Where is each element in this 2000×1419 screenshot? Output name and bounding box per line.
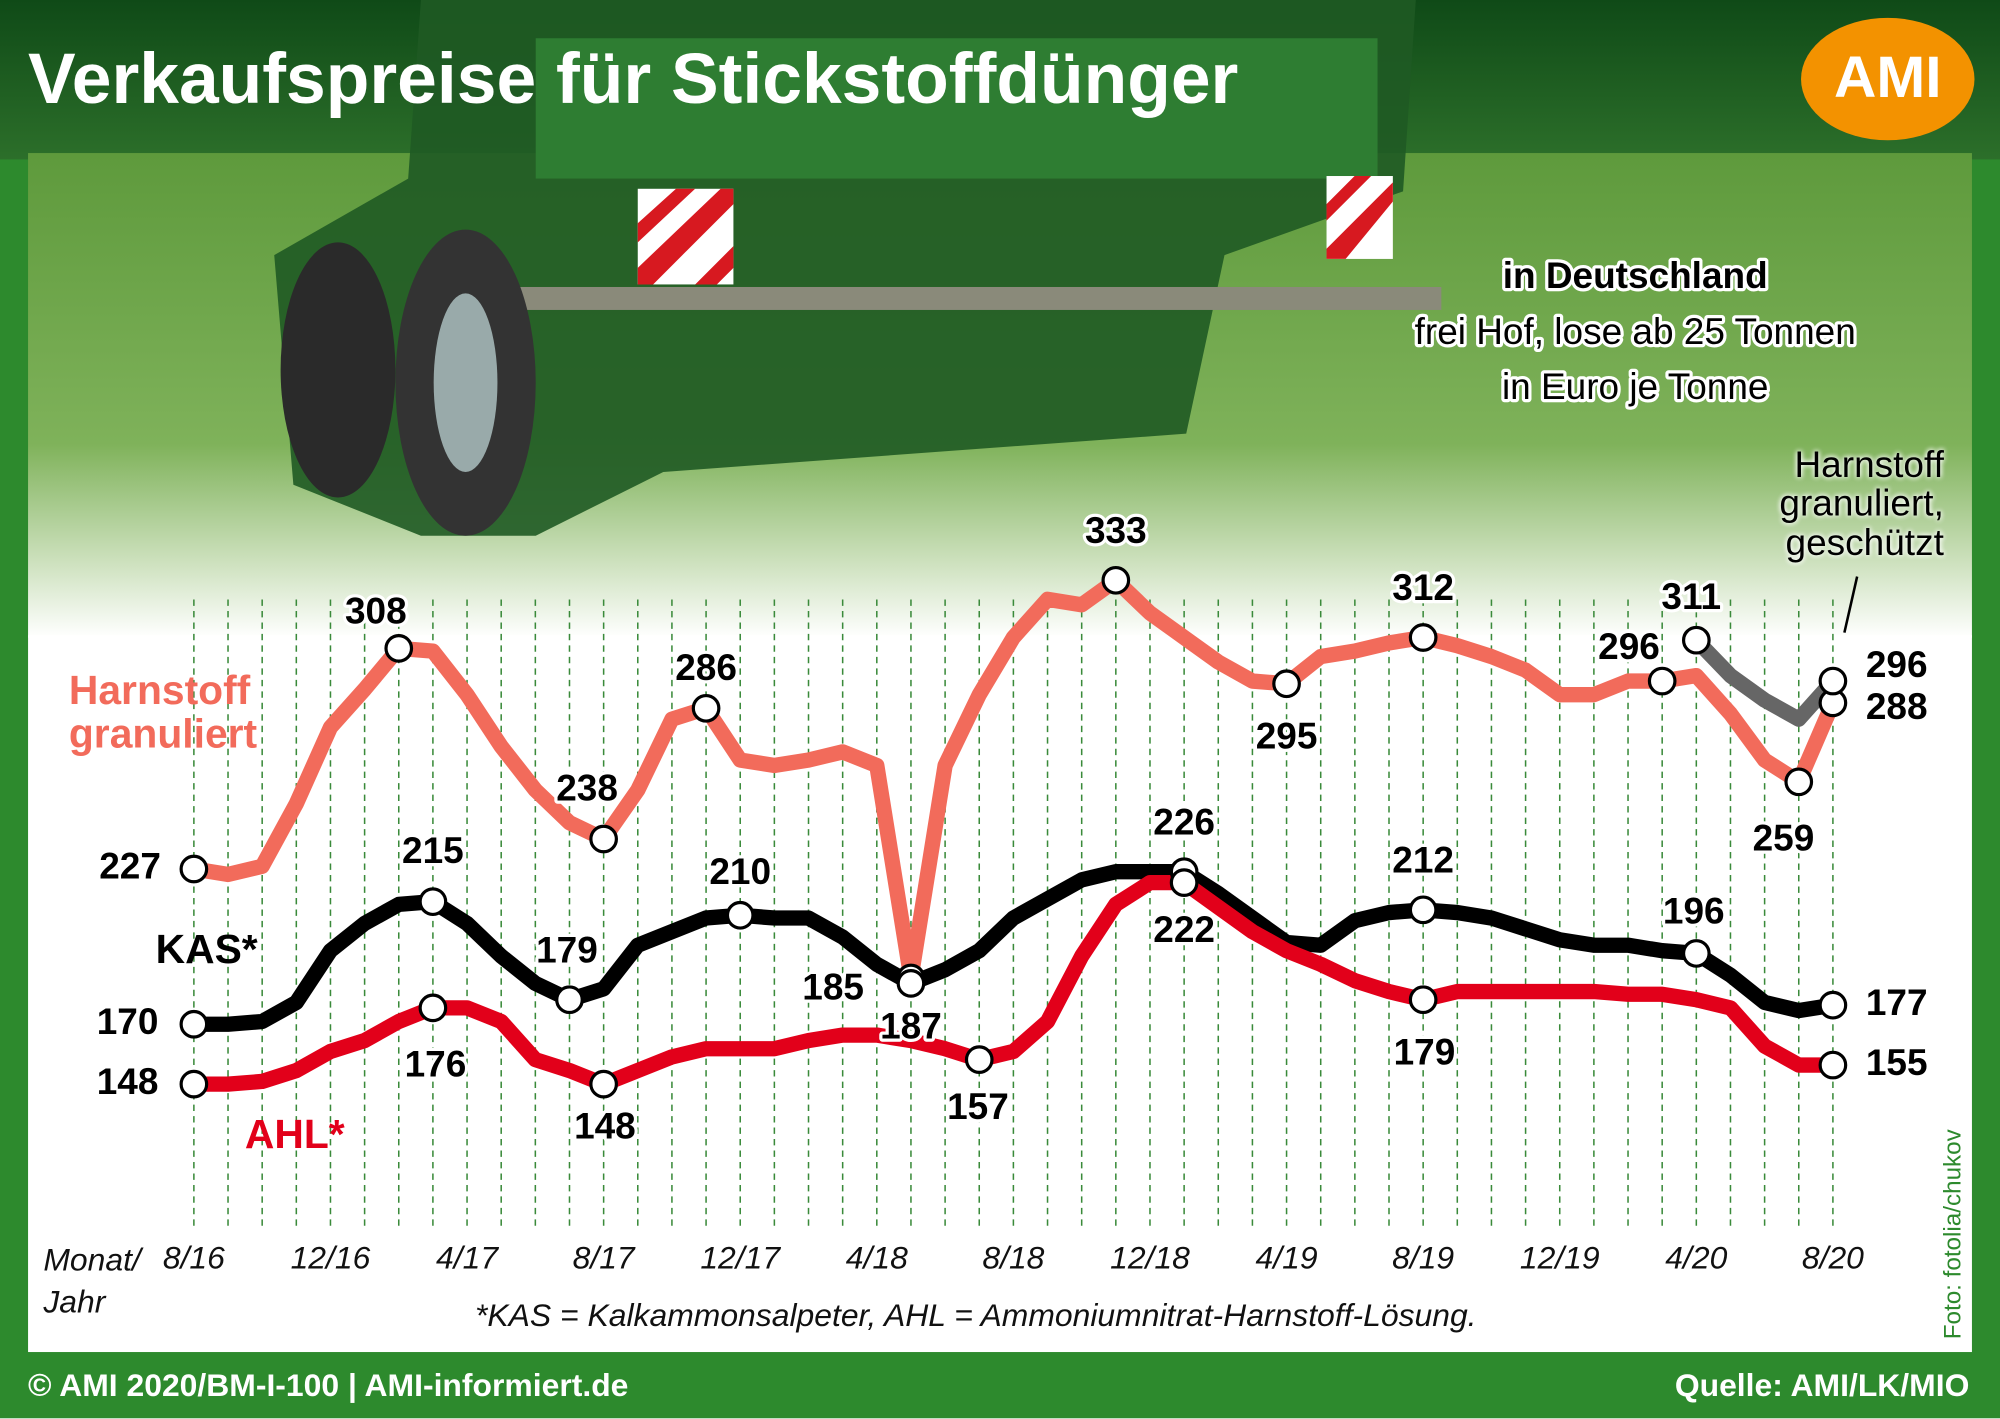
footnote: *KAS = Kalkammonsalpeter, AHL = Ammonium… [475,1297,1477,1333]
data-point [1784,767,1814,797]
x-tick-label: 8/20 [1802,1240,1864,1276]
leader-line [1843,576,1859,633]
data-point [1169,868,1199,897]
data-point [1681,625,1711,655]
data-label: 148 [97,1061,159,1102]
data-label: 288 [1866,686,1928,727]
photo-credit: Foto: fotolia/chukov [1939,1128,1966,1339]
data-point [964,1045,994,1074]
copyright: © AMI 2020/BM-I-100 | AMI-informiert.de [28,1367,628,1403]
subtitle: in Euro je Tonne [1502,366,1769,407]
x-tick-label: 8/18 [982,1240,1044,1276]
data-label: 311 [1661,576,1721,617]
data-label: 177 [1866,982,1928,1023]
series-label: Harnstoff granuliert, geschützt [1779,445,1944,564]
series-label: AHL* [244,1110,345,1157]
data-point [418,993,448,1023]
x-tick-label: 12/17 [700,1240,781,1276]
data-label: 259 [1753,817,1815,858]
data-point [179,854,209,884]
data-point [1818,1050,1848,1080]
data-point [589,1069,618,1099]
data-point [1272,669,1301,699]
data-point [896,969,926,998]
data-label: 176 [405,1043,467,1084]
data-point [589,824,618,854]
data-label: 215 [402,830,464,871]
data-label: 222 [1153,909,1215,950]
data-label: 196 [1663,891,1725,932]
x-tick-label: 8/16 [163,1240,225,1276]
data-label: 179 [1394,1031,1456,1072]
data-label: 179 [536,929,598,970]
x-tick-label: 12/18 [1110,1240,1190,1276]
source: Quelle: AMI/LK/MIO [1675,1367,1970,1403]
data-label: 187 [880,1006,942,1047]
x-tick-label: 4/19 [1256,1240,1318,1276]
data-label: 227 [99,846,161,887]
series-line [1688,632,1841,727]
series-label: KAS* [155,926,258,972]
data-label: 333 [1085,510,1147,551]
series-line [186,864,1841,1032]
data-point [384,634,414,663]
data-label: 157 [947,1086,1009,1127]
data-label: 170 [97,1001,159,1042]
data-label: 148 [574,1106,636,1147]
x-tick-label: 8/17 [573,1240,636,1276]
data-point [555,985,584,1015]
data-point [1408,895,1438,925]
data-point [179,1009,209,1039]
data-point [1818,666,1848,696]
logo: AMI [1834,45,1942,110]
x-tick-label: 4/17 [436,1240,499,1276]
data-point [1408,985,1438,1015]
logo-background [1801,17,1975,141]
data-point [418,887,448,917]
data-label: 212 [1392,839,1454,880]
x-tick-label: 12/16 [291,1240,371,1276]
series-label: Harnstoff granuliert [68,667,258,756]
data-label: 312 [1392,567,1454,608]
data-point [691,693,721,723]
data-label: 308 [345,591,407,632]
data-label: 226 [1153,801,1215,842]
x-tick-label: 4/18 [846,1240,908,1276]
data-point [1681,939,1711,968]
data-label: 296 [1598,626,1660,667]
subtitle: frei Hof, lose ab 25 Tonnen [1415,311,1856,352]
data-point [1647,666,1677,696]
data-label: 185 [802,967,864,1008]
series-line [186,572,1841,986]
data-point [179,1069,209,1099]
data-point [1818,990,1848,1020]
x-tick-label: 12/19 [1520,1240,1600,1276]
data-label: 238 [556,767,618,808]
spreader-illustration [274,0,1442,536]
data-label: 155 [1866,1042,1928,1083]
data-label: 210 [709,851,771,892]
subtitle: in Deutschland [1503,255,1768,296]
x-tick-label: 4/20 [1665,1240,1727,1276]
data-point [1408,623,1438,652]
chart-title: Verkaufspreise für Stickstoffdünger [28,39,1238,119]
series-line [186,874,1841,1092]
data-label: 295 [1256,715,1318,756]
x-tick-label: 8/19 [1392,1240,1454,1276]
data-point [725,900,755,930]
x-axis-label: Monat/ Jahr [43,1242,141,1320]
data-label: 286 [675,647,737,688]
data-point [1101,565,1131,595]
data-label: 296 [1866,644,1928,685]
